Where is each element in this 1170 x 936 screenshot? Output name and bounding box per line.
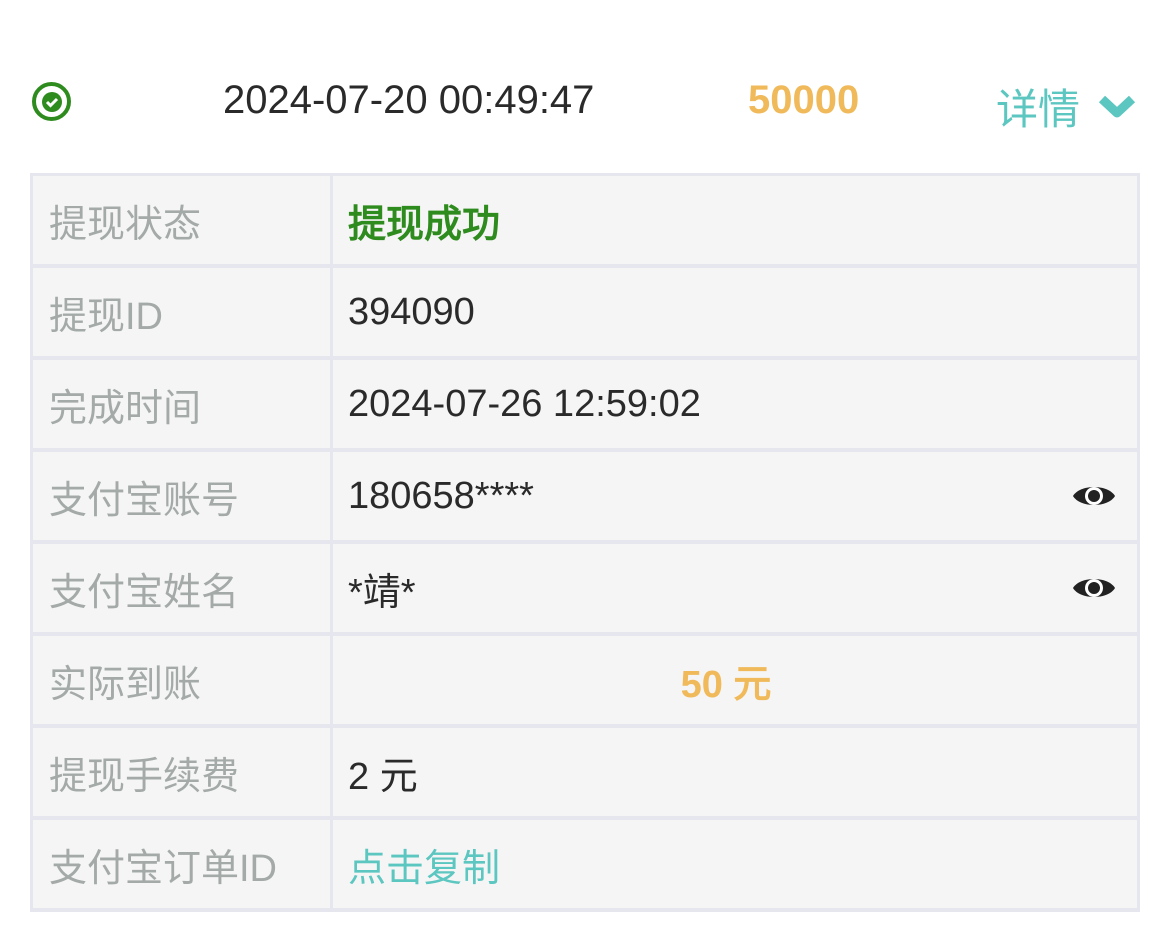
eye-icon[interactable] [1071,479,1117,513]
row-label: 支付宝姓名 [33,544,333,632]
chevron-down-icon [1098,95,1136,117]
table-row-alipay-name: 支付宝姓名 *靖* [33,544,1137,636]
eye-icon[interactable] [1071,571,1117,605]
table-row-id: 提现ID 394090 [33,268,1137,360]
row-label: 完成时间 [33,360,333,448]
fee-value: 2 元 [348,755,418,798]
table-row-alipay-account: 支付宝账号 180658**** [33,452,1137,544]
row-label: 提现状态 [33,176,333,264]
withdrawal-time: 2024-07-20 00:49:47 [223,78,595,122]
detail-toggle-button[interactable]: 详情 [996,76,1136,137]
alipay-account-value: 180658**** [348,474,534,517]
table-row-received: 实际到账 50 元 [33,636,1137,728]
withdrawal-details-table: 提现状态 提现成功 提现ID 394090 完成时间 2024-07-26 12… [30,173,1140,912]
withdrawal-id-value: 394090 [348,290,475,333]
status-value: 提现成功 [348,203,501,246]
table-row-status: 提现状态 提现成功 [33,176,1137,268]
withdrawal-header: 2024-07-20 00:49:47 50000 详情 [0,70,1170,134]
alipay-account-cell: 180658**** [333,452,1137,540]
table-row-complete-time: 完成时间 2024-07-26 12:59:02 [33,360,1137,452]
table-row-fee: 提现手续费 2 元 [33,728,1137,820]
check-circle-icon [32,82,71,121]
alipay-name-cell: *靖* [333,544,1137,632]
row-label: 实际到账 [33,636,333,724]
received-amount-value: 50 元 [680,663,772,706]
complete-time-value: 2024-07-26 12:59:02 [348,382,701,425]
copy-order-id-link[interactable]: 点击复制 [348,847,501,890]
withdrawal-amount: 50000 [748,78,860,122]
row-label: 支付宝账号 [33,452,333,540]
detail-label: 详情 [996,86,1081,133]
row-label: 支付宝订单ID [33,820,333,908]
alipay-name-value: *靖* [348,571,416,614]
row-label: 提现手续费 [33,728,333,816]
row-label: 提现ID [33,268,333,356]
table-row-order-id: 支付宝订单ID 点击复制 [33,820,1137,912]
